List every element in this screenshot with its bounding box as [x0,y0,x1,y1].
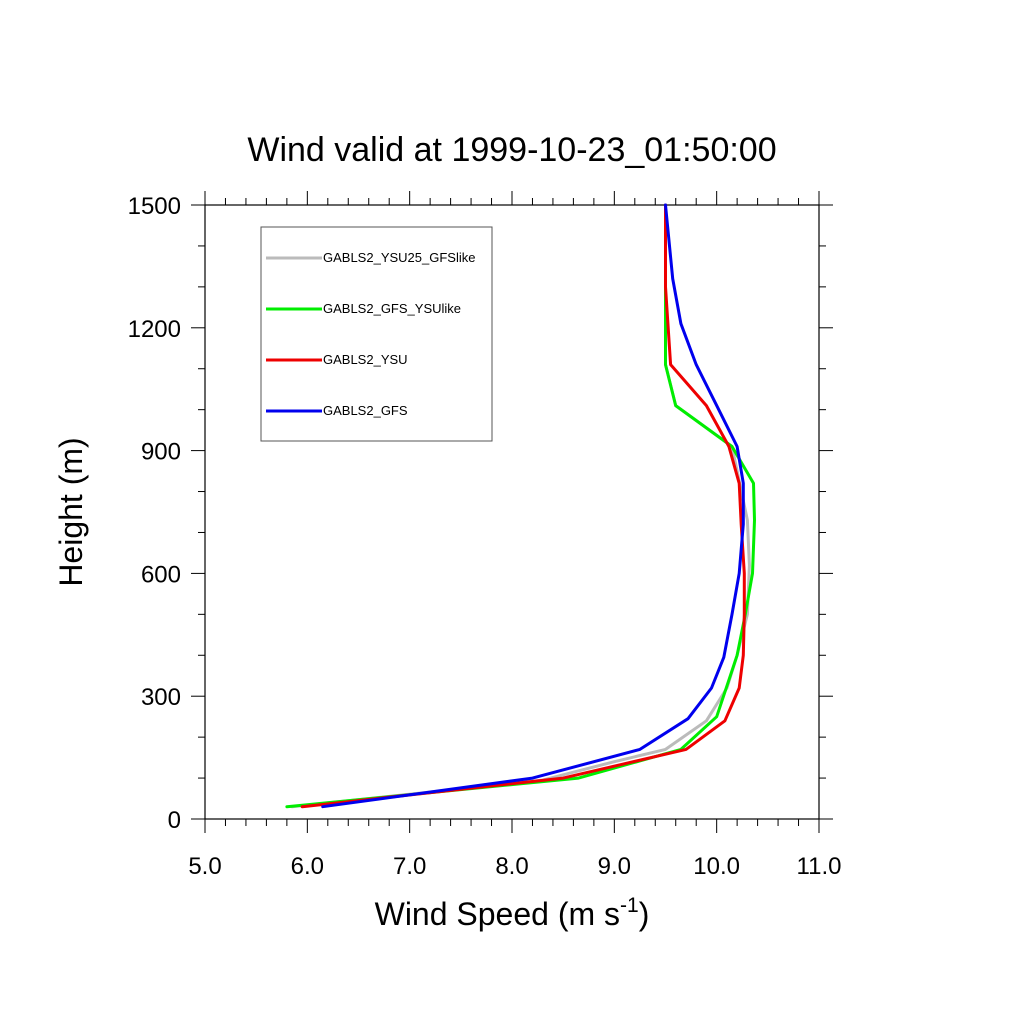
legend-label: GABLS2_YSU25_GFSlike [323,250,475,265]
x-tick-label: 9.0 [598,853,631,880]
legend-box [260,226,493,442]
y-axis-label: Height (m) [53,437,89,586]
x-axis-label-main: Wind Speed (m s [375,896,620,932]
x-axis-label-superscript: -1 [620,894,639,917]
x-tick-label: 8.0 [495,853,528,880]
legend-label: GABLS2_YSU [323,352,408,367]
x-tick-label: 11.0 [797,853,842,880]
legend-label: GABLS2_GFS_YSUlike [323,301,461,316]
axis-ticks [191,191,833,833]
y-tick-label: 1200 [128,316,181,343]
x-tick-label: 5.0 [188,853,221,880]
series-line [300,203,746,809]
x-axis-label: Wind Speed (m s-1) [375,894,650,932]
chart-title: Wind valid at 1999-10-23_01:50:00 [247,131,776,169]
x-tick-label: 10.0 [693,853,740,880]
series-line [321,203,745,809]
y-tick-labels: 0 300 600 900 1200 1500 [128,193,181,834]
y-tick-label: 1500 [128,193,181,220]
x-tick-labels: 5.0 6.0 7.0 8.0 9.0 10.0 11.0 [188,853,841,880]
y-tick-label: 600 [141,561,181,588]
series-lines [285,203,756,809]
y-tick-label: 900 [141,439,181,466]
y-tick-label: 300 [141,684,181,711]
x-tick-label: 7.0 [393,853,426,880]
y-tick-label: 0 [168,807,181,834]
x-axis-label-end: ) [639,896,650,932]
series-line [285,203,756,809]
legend-label: GABLS2_GFS [323,403,408,418]
legend: GABLS2_YSU25_GFSlike GABLS2_GFS_YSUlike GA… [266,250,475,418]
x-tick-label: 6.0 [291,853,324,880]
